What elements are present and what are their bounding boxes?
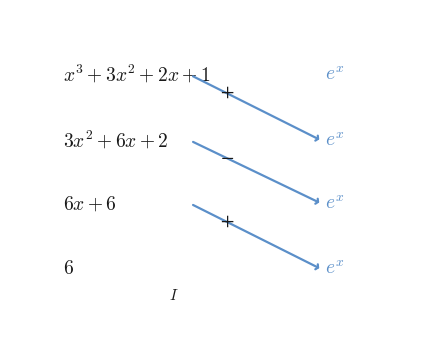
Text: $e^x$: $e^x$ bbox=[325, 261, 344, 278]
Text: $x^3+3x^2+2x+1$: $x^3+3x^2+2x+1$ bbox=[63, 64, 210, 86]
Text: $e^x$: $e^x$ bbox=[325, 195, 344, 212]
Text: +: + bbox=[220, 213, 234, 231]
Text: −: − bbox=[220, 150, 234, 167]
Text: $e^x$: $e^x$ bbox=[325, 132, 344, 150]
Text: $6x+6$: $6x+6$ bbox=[63, 194, 116, 213]
Text: $I$: $I$ bbox=[169, 288, 179, 303]
Text: $3x^2+6x+2$: $3x^2+6x+2$ bbox=[63, 130, 168, 152]
Text: $6$: $6$ bbox=[63, 261, 74, 278]
Text: +: + bbox=[220, 85, 234, 102]
Text: $e^x$: $e^x$ bbox=[325, 66, 344, 84]
